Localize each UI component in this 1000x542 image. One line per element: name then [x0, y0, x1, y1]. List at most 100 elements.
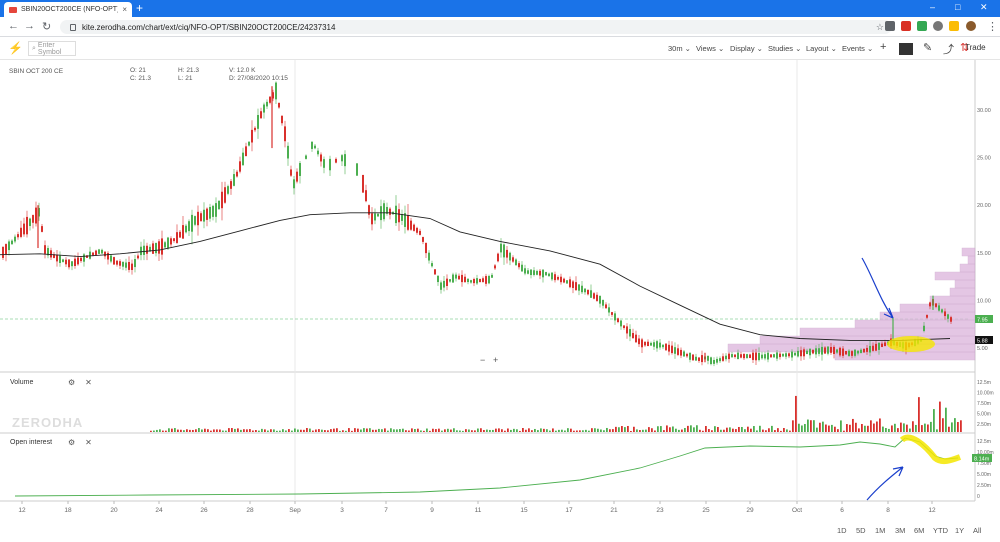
extension-icon[interactable] [949, 21, 959, 31]
candle-body [518, 263, 520, 268]
chrome-menu-icon[interactable]: ⋮ [987, 21, 998, 33]
price-axis-tick: 25.00 [977, 156, 991, 162]
volume-bar [858, 428, 860, 432]
events-menu[interactable]: Events ⌄ [842, 44, 874, 53]
candle-body [197, 211, 199, 226]
range-1y[interactable]: 1Y [955, 526, 965, 535]
zoom-in-button[interactable]: + [493, 355, 499, 365]
bookmark-star-icon[interactable]: ☆ [875, 21, 884, 32]
volume-bar [396, 429, 398, 432]
trade-button[interactable]: Trade [965, 43, 986, 52]
maximize-button[interactable]: □ [955, 2, 961, 12]
volume-bar [807, 419, 809, 432]
candle-body [563, 278, 565, 283]
url-field[interactable]: kite.zerodha.com/chart/ext/ciq/NFO-OPT/S… [60, 20, 892, 34]
minimize-button[interactable]: – [930, 2, 936, 12]
volume-bar [582, 430, 584, 432]
interval-menu[interactable]: 30m ⌄ [668, 44, 691, 53]
range-ytd[interactable]: YTD [933, 526, 948, 535]
extension-icon[interactable] [917, 21, 927, 31]
studies-menu[interactable]: Studies ⌄ [768, 44, 802, 53]
volume-bar [357, 428, 359, 432]
pencil-icon[interactable]: ✎ [923, 42, 933, 54]
zoom-out-button[interactable]: − [480, 355, 486, 365]
x-axis-tick: 12 [928, 507, 936, 514]
volume-axis-tick: 12.5m [977, 380, 991, 386]
new-tab-button[interactable]: + [136, 1, 144, 15]
range-1m[interactable]: 1M [875, 526, 886, 535]
candle-body [803, 349, 805, 357]
candle-body [641, 339, 643, 348]
comment-icon[interactable] [899, 43, 913, 55]
candle-body [521, 264, 523, 272]
chart-canvas[interactable]: 30.00 25.00 20.00 15.00 10.00 5.00 7.95 5.88 12.… [0, 60, 1000, 517]
x-axis-tick: 15 [520, 507, 528, 514]
candle-body [671, 345, 673, 354]
candle-body [68, 259, 70, 268]
price-axis-tick: 20.00 [977, 203, 991, 209]
candle-body [110, 255, 112, 262]
volume-bar [366, 428, 368, 432]
candle-body [923, 325, 925, 332]
volume-bar [654, 430, 656, 432]
volume-bar [882, 426, 884, 432]
browser-tab[interactable]: SBIN20OCT200CE (NFO-OPT) - K × [4, 2, 132, 17]
views-menu[interactable]: Views ⌄ [696, 44, 725, 53]
bolt-icon[interactable]: ⚡ [8, 41, 23, 55]
range-3m[interactable]: 3M [895, 526, 906, 535]
volume-bar [501, 429, 503, 432]
profile-bar [967, 255, 976, 265]
candle-body [758, 352, 760, 361]
candle-body [317, 150, 319, 155]
candle-body [863, 348, 865, 353]
range-all[interactable]: All [973, 526, 982, 535]
candle-body [320, 154, 322, 162]
volume-bar [345, 430, 347, 432]
volume-bar [855, 422, 857, 432]
range-5d[interactable]: 5D [856, 526, 866, 535]
candle-body [632, 332, 634, 339]
extension-icon[interactable] [901, 21, 911, 31]
symbol-search-input[interactable]: ⌕ Enter Symbol [28, 41, 76, 56]
volume-bar [561, 429, 563, 432]
candle-body [404, 213, 406, 227]
trade-icon[interactable]: ⇅ [960, 42, 970, 54]
close-label: C: [130, 75, 137, 82]
window-close-button[interactable]: ✕ [980, 2, 988, 12]
range-6m[interactable]: 6M [914, 526, 925, 535]
candle-body [395, 205, 397, 224]
chart-area[interactable]: 30.00 25.00 20.00 15.00 10.00 5.00 7.95 5.88 12.… [0, 60, 1000, 517]
close-icon[interactable]: ✕ [85, 438, 92, 447]
volume-bar [627, 425, 629, 432]
volume-bar [393, 429, 395, 432]
layout-menu[interactable]: Layout ⌄ [806, 44, 837, 53]
avatar[interactable] [966, 21, 976, 31]
candle-body [146, 245, 148, 254]
display-menu[interactable]: Display ⌄ [730, 44, 763, 53]
forward-button[interactable]: → [24, 20, 35, 32]
volume-bar [729, 427, 731, 432]
candle-body [71, 261, 73, 267]
volume-bar [711, 430, 713, 432]
close-icon[interactable]: ✕ [85, 378, 92, 387]
back-button[interactable]: ← [8, 20, 19, 32]
candle-body [170, 238, 172, 245]
gear-icon[interactable]: ⚙ [68, 438, 76, 447]
reload-button[interactable]: ↻ [42, 21, 52, 33]
candle-body [674, 347, 676, 354]
gear-icon[interactable]: ⚙ [68, 378, 76, 387]
volume-bar [798, 423, 800, 432]
range-1d[interactable]: 1D [837, 526, 847, 535]
volume-bar [261, 428, 263, 432]
volume-bar [720, 429, 722, 432]
puzzle-icon[interactable] [933, 21, 943, 31]
volume-bars [150, 395, 962, 432]
volume-bar [960, 420, 962, 432]
volume-bar [198, 428, 200, 432]
crosshair-icon[interactable]: + [880, 41, 887, 53]
tab-close-icon[interactable]: × [122, 5, 127, 14]
candle-body [695, 356, 697, 361]
extension-icon[interactable] [885, 21, 895, 31]
price-axis-tick: 10.00 [977, 298, 991, 304]
share-icon[interactable]: ⤴ [943, 44, 954, 56]
